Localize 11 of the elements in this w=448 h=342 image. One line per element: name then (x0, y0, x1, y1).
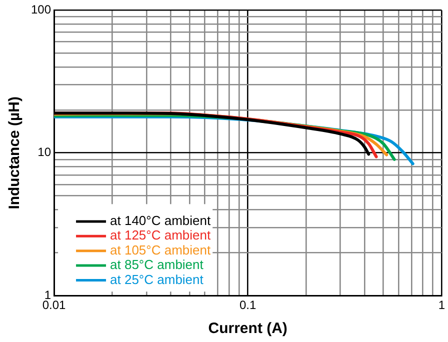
x-tick-label: 0.1 (240, 298, 257, 312)
legend-label: at 85°C ambient (110, 257, 204, 272)
legend-label: at 25°C ambient (110, 272, 204, 287)
y-tick-label: 100 (30, 2, 52, 17)
legend-label: at 125°C ambient (110, 228, 211, 243)
legend-label: at 105°C ambient (110, 242, 211, 258)
x-axis-title: Current (A) (208, 320, 288, 338)
y-axis-title: Inductance (µH) (6, 96, 24, 210)
x-tick-label: 1 (438, 298, 446, 312)
y-tick-label: 10 (38, 145, 52, 160)
legend-label: at 140°C ambient (110, 213, 211, 228)
